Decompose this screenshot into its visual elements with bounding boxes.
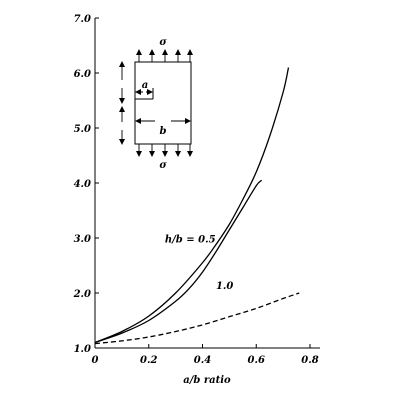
curves-layer: [94, 67, 300, 345]
y-tick-label: 3.0: [74, 234, 91, 245]
curve-h-b-0-5: [94, 67, 290, 344]
y-tick-label: 4.0: [74, 179, 91, 190]
y-tick-label: 5.0: [74, 124, 91, 135]
y-tick-label: 7.0: [74, 14, 91, 25]
crack-length-label: a: [142, 80, 148, 91]
plate-outline: [134, 61, 192, 145]
sigma-bottom-label: σ: [159, 160, 167, 171]
edge-crack: [135, 88, 154, 100]
curve-label: h/b = 0.5: [165, 234, 216, 245]
curve-1-0: [94, 179, 263, 344]
inset-plate-diagram: σ σ a b: [119, 37, 193, 171]
bottom-arrows: [136, 144, 193, 157]
sigma-top-label: σ: [159, 37, 167, 48]
x-axis-title: a/b ratio: [183, 375, 231, 386]
labels-layer: h/b = 0.5 1.0: [165, 234, 234, 292]
plate-width-label: b: [160, 126, 167, 137]
ticks-layer: 0 0.2 0.4 0.6 0.8 1.0 2.0 3.0 4.0 5.0 6.0 7.0: [73, 14, 319, 366]
x-tick-label: 0.2: [140, 355, 157, 366]
y-tick-label: 6.0: [74, 69, 91, 80]
x-tick-label: 0.8: [301, 355, 318, 366]
x-tick-label: 0.4: [194, 355, 211, 366]
curve-label: 1.0: [216, 281, 233, 292]
plot-frame: [94, 18, 320, 349]
x-tick-label: 0.6: [248, 355, 265, 366]
y-tick-label: 2.0: [73, 289, 91, 300]
x-tick-label: 0: [92, 355, 99, 366]
y-tick-label: 1.0: [74, 344, 91, 355]
top-arrows: [136, 49, 193, 62]
curve-dashed: [94, 292, 300, 345]
